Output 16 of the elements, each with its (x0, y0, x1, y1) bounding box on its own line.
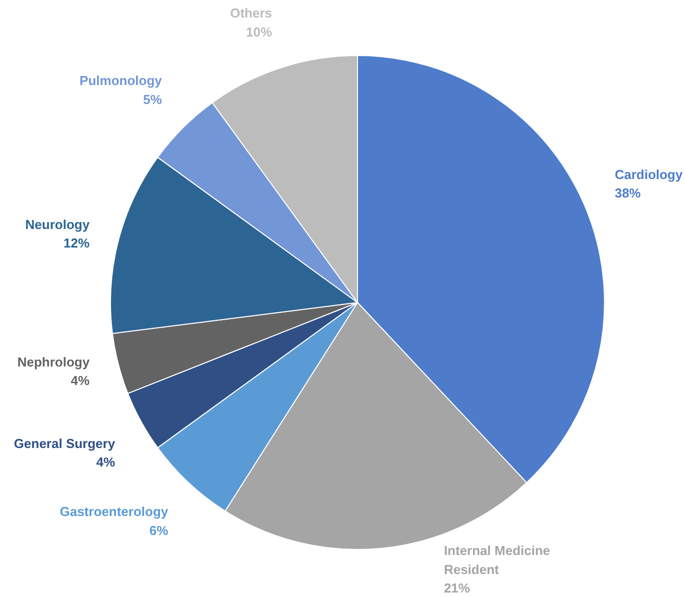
slice-label: Gastroenterology (60, 504, 169, 520)
slice-label: Pulmonology (80, 73, 163, 88)
data-label: 21% (444, 580, 470, 596)
data-label: 10% (246, 24, 272, 40)
slice-label: Others (230, 6, 272, 21)
slice-label: Cardiology (614, 166, 684, 182)
data-label: 4% (96, 454, 116, 470)
data-label: 4% (70, 373, 90, 388)
slice-label: Nephrology (17, 354, 90, 370)
slice-label: General Surgery (14, 436, 116, 451)
data-label: 5% (143, 92, 162, 107)
slice-label: Neurology (25, 216, 90, 232)
data-label: 6% (149, 522, 169, 538)
slice-label: Internal Medicine Resident (444, 543, 550, 577)
data-label: 12% (64, 236, 90, 251)
data-label: 38% (614, 186, 642, 201)
